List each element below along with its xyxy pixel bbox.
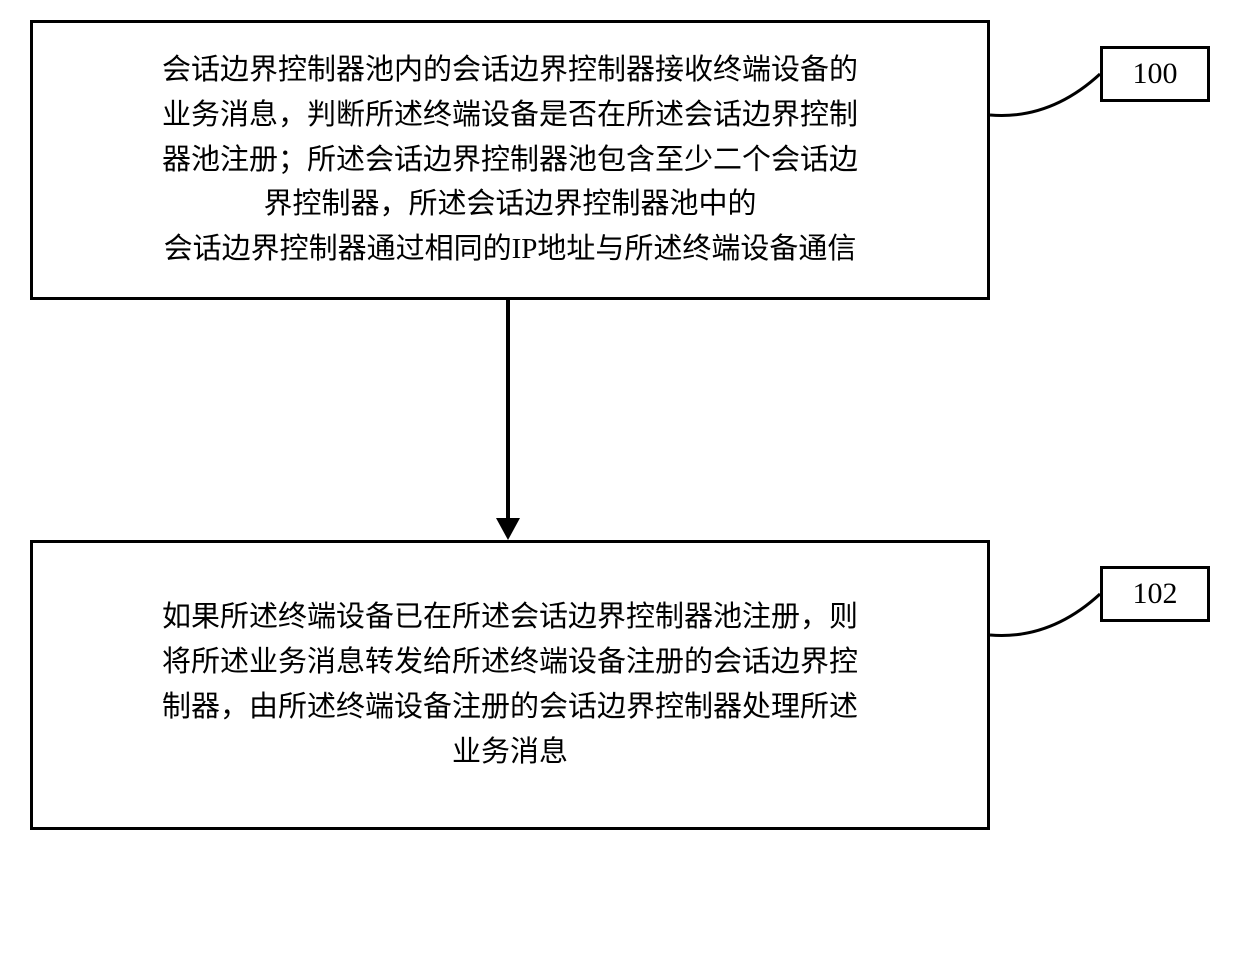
- connector-curve: [0, 0, 1240, 964]
